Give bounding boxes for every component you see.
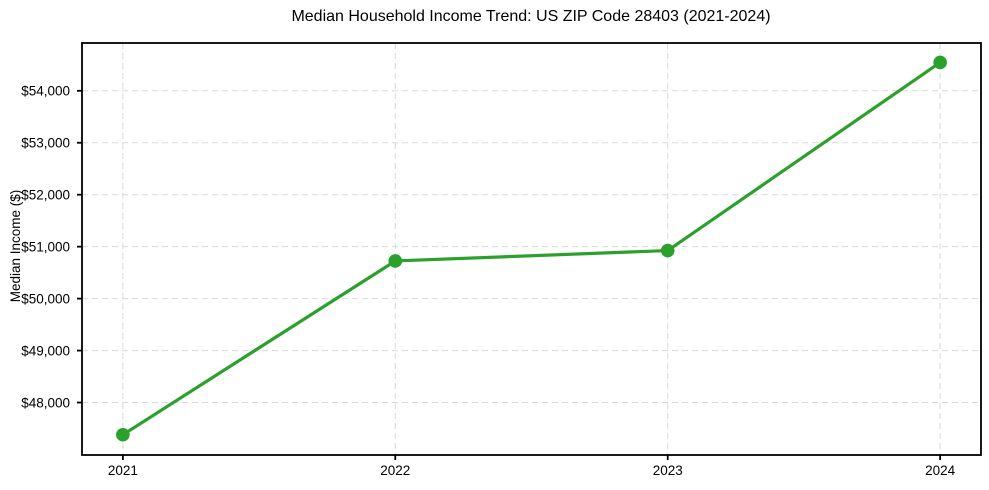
y-tick-label: $49,000: [21, 343, 70, 358]
y-tick-label: $51,000: [21, 239, 70, 254]
data-point-marker: [116, 427, 130, 442]
x-tick-label: 2024: [925, 463, 956, 478]
chart-title: Median Household Income Trend: US ZIP Co…: [291, 8, 770, 25]
y-tick-label: $50,000: [21, 291, 70, 306]
y-tick-label: $48,000: [21, 395, 70, 410]
y-axis-label: Median Income ($): [8, 190, 23, 303]
x-tick-label: 2023: [653, 463, 683, 478]
trend-line: [121, 60, 942, 437]
chart-plot-area: $48,000 $49,000 $50,000 $51,000 $52,000 $53,0…: [21, 42, 982, 478]
y-tick-label: $54,000: [21, 84, 70, 99]
y-tick-label: $53,000: [21, 136, 70, 151]
y-tick-label: $52,000: [21, 188, 70, 203]
x-tick-label: 2022: [380, 463, 410, 478]
plot-border: [81, 42, 982, 456]
x-tick-label: 2021: [108, 463, 138, 478]
data-point-marker: [660, 243, 675, 258]
data-point-marker: [933, 55, 947, 70]
data-point-marker: [388, 254, 403, 268]
